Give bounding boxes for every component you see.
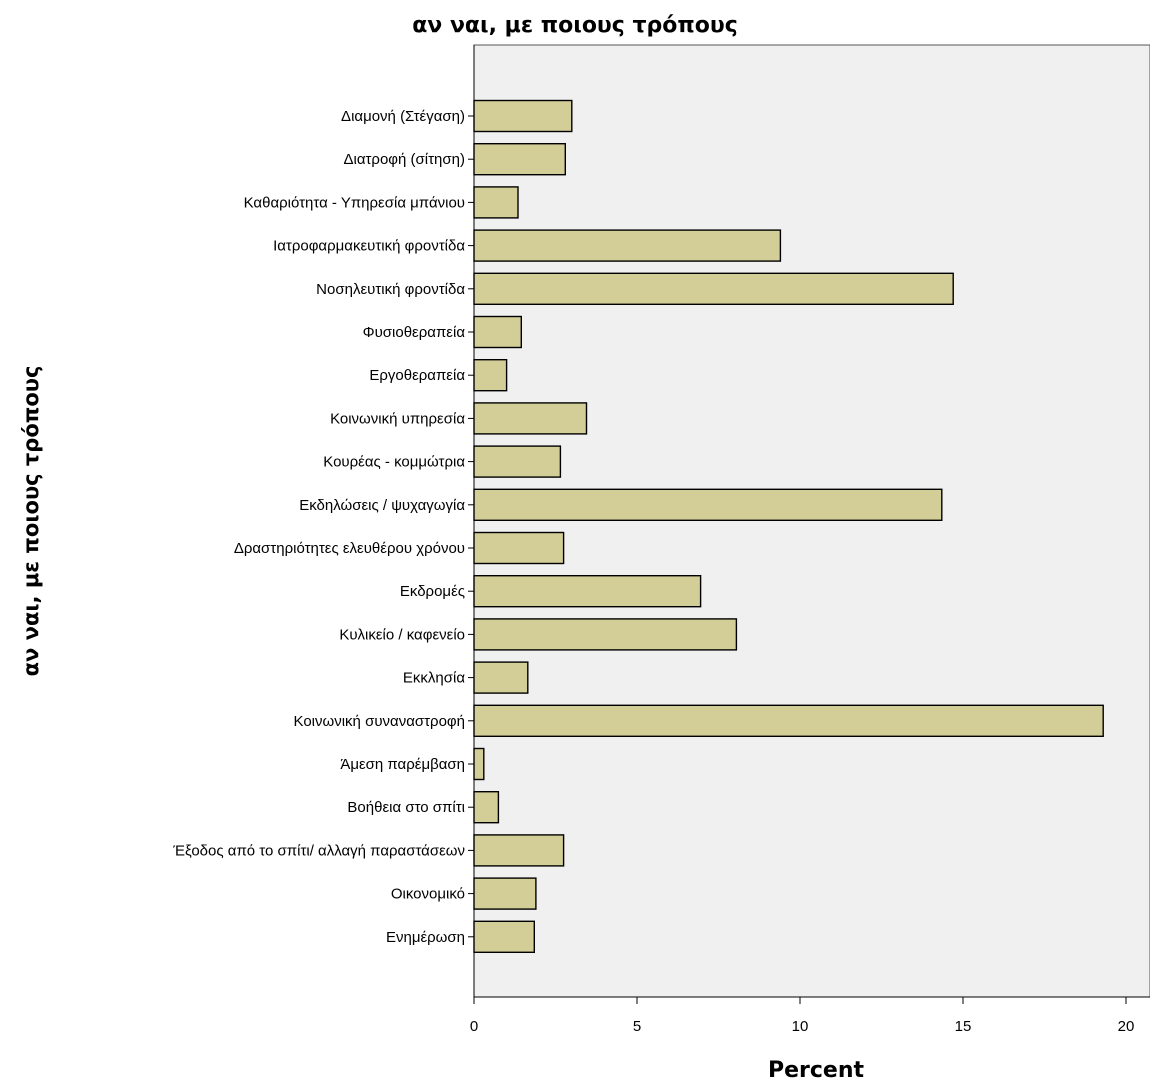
plot-area — [473, 44, 1150, 998]
bar — [473, 488, 943, 521]
x-tick-label: 20 — [1118, 1018, 1135, 1035]
bar — [473, 142, 567, 176]
category-label: Οικονομικό — [391, 886, 465, 903]
bar — [473, 402, 588, 435]
category-label: Διατροφή (σίτηση) — [343, 151, 465, 168]
category-label: Εκδηλώσεις / ψυχαγωγία — [299, 497, 465, 514]
category-label: Ιατροφαρμακευτική φροντίδα — [273, 238, 465, 255]
category-label: Εκκλησία — [403, 670, 465, 687]
bar — [473, 575, 702, 608]
x-axis-label: Percent — [768, 1058, 865, 1081]
category-label: Κοινωνική συναναστροφή — [294, 713, 465, 730]
bar — [473, 272, 954, 305]
category-label: Έξοδος από το σπίτι/ αλλαγή παραστάσεων — [172, 842, 465, 859]
category-label: Δραστηριότητες ελευθέρου χρόνου — [234, 540, 465, 557]
bar — [473, 359, 508, 392]
x-tick-label: 15 — [955, 1018, 972, 1035]
x-tick-label: 10 — [792, 1018, 809, 1035]
bar — [473, 445, 562, 478]
category-label: Κοινωνική υπηρεσία — [330, 410, 465, 427]
bar — [473, 834, 565, 867]
chart-title: αν ναι, με ποιους τρόπους — [412, 13, 738, 38]
category-label: Κουρέας - κομμώτρια — [323, 454, 465, 471]
category-label: Καθαριότητα - Υπηρεσία μπάνιου — [244, 194, 465, 211]
category-label: Εργοθεραπεία — [369, 367, 465, 384]
y-axis-label: αν ναι, με ποιους τρόπους — [19, 366, 43, 677]
category-label: Φυσιοθεραπεία — [363, 324, 466, 341]
category-label: Κυλικείο / καφενείο — [339, 626, 465, 643]
bar — [473, 704, 1104, 737]
category-label: Διαμονή (Στέγαση) — [341, 108, 465, 125]
bar — [473, 531, 565, 565]
category-label: Νοσηλευτική φροντίδα — [316, 281, 465, 298]
category-label: Εκδρομές — [400, 583, 465, 600]
bar — [473, 186, 519, 219]
x-axis-ticks-group: 0 5 10 15 20 — [470, 997, 1135, 1035]
bar — [473, 747, 485, 781]
category-label: Ενημέρωση — [386, 929, 465, 946]
category-label: Βοήθεια στο σπίτι — [347, 799, 465, 816]
bars-group — [473, 99, 1104, 953]
bar — [473, 315, 522, 349]
bar — [473, 877, 537, 910]
bar — [473, 618, 738, 651]
x-tick-label: 5 — [633, 1018, 641, 1035]
bar — [473, 229, 782, 262]
x-tick-label: 0 — [470, 1018, 478, 1035]
category-labels-group: Διαμονή (Στέγαση) Διατροφή (σίτηση) Καθαρι… — [172, 108, 474, 946]
bar — [473, 791, 500, 824]
bar — [473, 99, 573, 133]
bar — [473, 661, 529, 694]
bar — [473, 920, 535, 953]
category-label: Άμεση παρέμβαση — [340, 756, 465, 773]
